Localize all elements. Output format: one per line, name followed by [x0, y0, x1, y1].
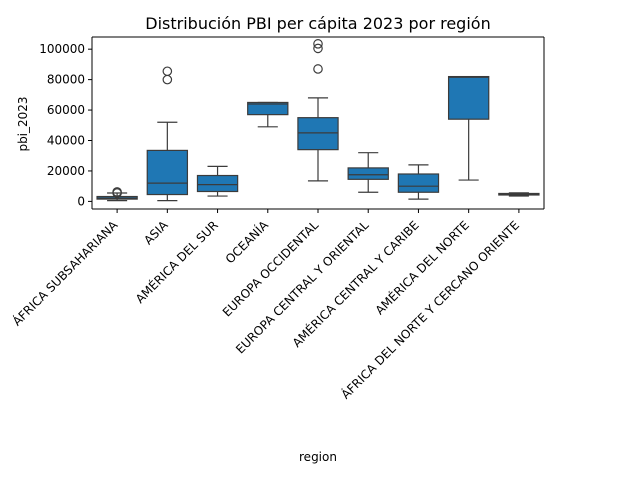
- x-tick-label-1: ÁFRICA SUBSAHARIANA: [9, 217, 121, 329]
- y-tick-label-2: 20000: [47, 164, 85, 178]
- x-tick-label-5: EUROPA OCCIDENTAL: [220, 218, 322, 320]
- box-3-body: [196, 174, 239, 193]
- x-tick-label-8: AMÉRICA DEL NORTE: [372, 217, 472, 317]
- box-5-body: [297, 117, 339, 151]
- box-5-outlier-3: [313, 39, 323, 49]
- x-tick-label-3: AMÉRICA DEL SUR: [132, 217, 221, 306]
- box-5-outlier-2: [313, 43, 323, 54]
- x-tick-label-9: ÁFRICA DEL NORTE Y CERCANO ORIENTE: [338, 217, 522, 401]
- box-5-outlier-1: [313, 64, 323, 74]
- box-1-outlier-2: [112, 188, 122, 198]
- chart-title: Distribución PBI per cápita 2023 por reg…: [145, 14, 490, 33]
- y-tick-label-5: 80000: [47, 73, 85, 87]
- box-2-body: [146, 149, 189, 196]
- y-tick-label-4: 60000: [47, 103, 85, 117]
- x-tick-label-2: ASIA: [141, 217, 171, 247]
- x-tick-label-4: OCEANÍA: [222, 217, 272, 267]
- y-tick-label-3: 40000: [47, 134, 85, 148]
- x-axis-label: region: [299, 450, 337, 464]
- box-2-outlier-1: [162, 74, 173, 85]
- box-6-body: [347, 167, 389, 180]
- plot-area: 0 20000 40000 60000 80000 100000 ÁFRICA SUBSAH…: [9, 36, 545, 402]
- y-axis-label: pbi_2023: [16, 96, 30, 151]
- y-tick-label-1: 0: [77, 194, 85, 208]
- box-8-body: [447, 75, 490, 120]
- box-4-body: [247, 101, 289, 116]
- box-7-body: [397, 173, 440, 193]
- y-tick-label-6: 100000: [39, 42, 85, 56]
- box-2-outlier-2: [162, 66, 173, 77]
